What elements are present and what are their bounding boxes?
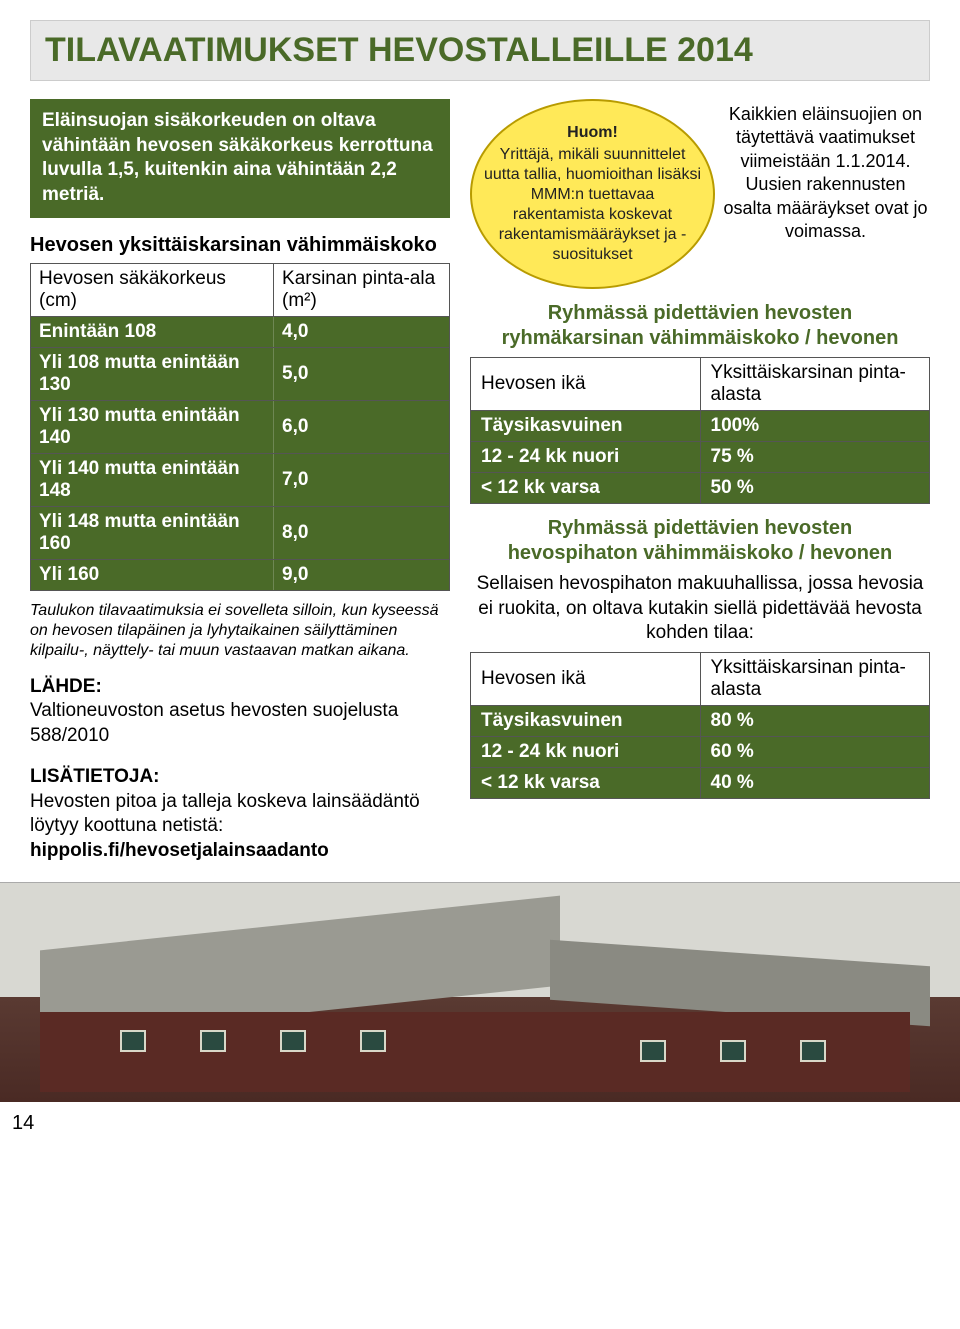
table1-col2-header: Karsinan pinta-ala (m²) [274, 263, 450, 316]
table1-footnote: Taulukon tilavaatimuksia ei sovelleta si… [30, 601, 450, 661]
table1-r1-c2: 5,0 [274, 347, 450, 400]
table2-col2-header: Yksittäiskarsinan pinta-alasta [700, 358, 930, 411]
table2-col1-header: Hevosen ikä [471, 358, 701, 411]
table2-r1-c1: 12 - 24 kk nuori [471, 442, 701, 473]
table1-heading: Hevosen yksittäiskarsinan vähimmäiskoko [30, 234, 450, 257]
heading2a: Ryhmässä pidettävien hevosten [548, 302, 853, 324]
table3-col2-header: Yksittäiskarsinan pinta-alasta [700, 653, 930, 706]
table3-r1-c2: 60 % [700, 737, 930, 768]
table3-r1-c1: 12 - 24 kk nuori [471, 737, 701, 768]
table3-r0-c2: 80 % [700, 706, 930, 737]
table2-r0-c1: Täysikasvuinen [471, 411, 701, 442]
bubble-text: Yrittäjä, mikäli suunnittelet uutta tall… [484, 146, 701, 263]
bubble-huom: Huom! [484, 123, 701, 143]
table1-r5-c1: Yli 160 [31, 559, 274, 590]
heading3b: hevospihaton vähimmäiskoko / hevonen [508, 542, 893, 564]
table1-r0-c1: Enintään 108 [31, 316, 274, 347]
table1-r2-c1: Yli 130 mutta enintään 140 [31, 400, 274, 453]
stable-photo [0, 882, 960, 1102]
run-in-text: Sellaisen hevospihaton makuuhallissa, jo… [470, 572, 930, 646]
table1-col1-header: Hevosen säkäkorkeus (cm) [31, 263, 274, 316]
table1-r4-c1: Yli 148 mutta enintään 160 [31, 506, 274, 559]
table1-r4-c2: 8,0 [274, 506, 450, 559]
table1-r3-c2: 7,0 [274, 453, 450, 506]
more-info-label: LISÄTIETOJA: [30, 766, 160, 787]
title-bar: TILAVAATIMUKSET HEVOSTALLEILLE 2014 [30, 20, 930, 81]
table1-r3-c1: Yli 140 mutta enintään 148 [31, 453, 274, 506]
more-info-text: Hevosten pitoa ja talleja koskeva lainsä… [30, 791, 420, 837]
table2-r2-c2: 50 % [700, 473, 930, 504]
source-text: Valtioneuvoston asetus hevosten suojelus… [30, 700, 398, 746]
table3-r2-c2: 40 % [700, 768, 930, 799]
table1-r1-c1: Yli 108 mutta enintään 130 [31, 347, 274, 400]
heading3a: Ryhmässä pidettävien hevosten [548, 517, 853, 539]
table3-col1-header: Hevosen ikä [471, 653, 701, 706]
table1-r5-c2: 9,0 [274, 559, 450, 590]
table1-r2-c2: 6,0 [274, 400, 450, 453]
table1-r0-c2: 4,0 [274, 316, 450, 347]
table-group-pen: Hevosen ikä Yksittäiskarsinan pinta-alas… [470, 357, 930, 504]
page-title: TILAVAATIMUKSET HEVOSTALLEILLE 2014 [45, 31, 915, 70]
note-bubble: Huom! Yrittäjä, mikäli suunnittelet uutt… [470, 99, 715, 289]
more-info-block: LISÄTIETOJA: Hevosten pitoa ja talleja k… [30, 765, 450, 864]
heading-run-in: Ryhmässä pidettävien hevosten hevospihat… [470, 516, 930, 566]
table-karsina: Hevosen säkäkorkeus (cm) Karsinan pinta-… [30, 263, 450, 591]
heading-group-pen: Ryhmässä pidettävien hevosten ryhmäkarsi… [470, 301, 930, 351]
table2-r1-c2: 75 % [700, 442, 930, 473]
intro-box: Eläinsuojan sisäkorkeuden on oltava vähi… [30, 99, 450, 218]
table2-r0-c2: 100% [700, 411, 930, 442]
table3-r0-c1: Täysikasvuinen [471, 706, 701, 737]
table3-r2-c1: < 12 kk varsa [471, 768, 701, 799]
table-run-in: Hevosen ikä Yksittäiskarsinan pinta-alas… [470, 652, 930, 799]
more-info-url: hippolis.fi/hevosetjalainsaadanto [30, 840, 329, 861]
heading2b: ryhmäkarsinan vähimmäiskoko / hevonen [502, 327, 899, 349]
source-label: LÄHDE: [30, 676, 102, 697]
page-number: 14 [0, 1102, 960, 1149]
side-note: Kaikkien eläinsuojien on täytettävä vaat… [721, 99, 930, 243]
source-block: LÄHDE: Valtioneuvoston asetus hevosten s… [30, 675, 450, 749]
table2-r2-c1: < 12 kk varsa [471, 473, 701, 504]
